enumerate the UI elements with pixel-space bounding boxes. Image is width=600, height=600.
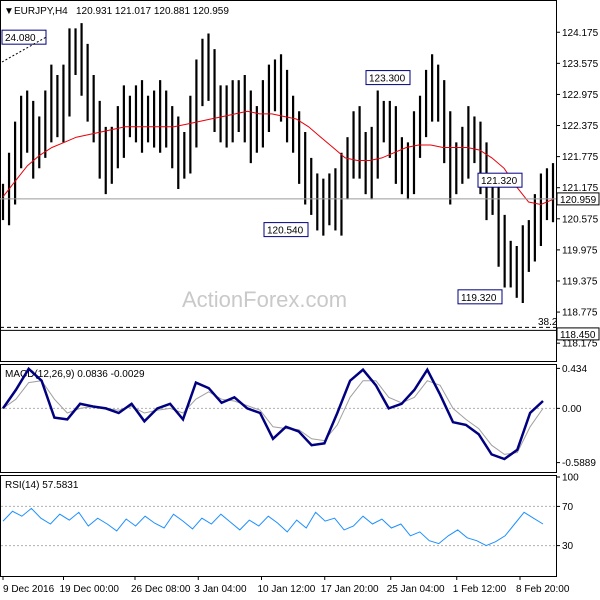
price-bars bbox=[1, 23, 555, 303]
price-tick-label: 120.575 bbox=[562, 214, 599, 225]
current-price-label: 120.959 bbox=[560, 195, 597, 206]
price-tick-label: 122.375 bbox=[562, 121, 599, 132]
macd-panel bbox=[0, 364, 557, 473]
current-price-box bbox=[556, 192, 600, 206]
time-axis: 9 Dec 2016 19 Dec 00:00 26 Dec 08:00 3 Jan … bbox=[2, 576, 570, 595]
rsi-panel bbox=[0, 475, 557, 577]
price-tick-label: 124.175 bbox=[562, 28, 599, 39]
symbol-label: EURJPY,H4 bbox=[14, 6, 68, 17]
price-tick-label: 122.975 bbox=[562, 90, 599, 101]
moving-average-line bbox=[2, 110, 554, 206]
annotation-label: 24.080 bbox=[5, 33, 36, 44]
macd-title: MACD(12,26,9) 0.0836 -0.0029 bbox=[5, 369, 145, 380]
rsi-line bbox=[2, 507, 544, 547]
rsi-tick-label: 30 bbox=[562, 541, 574, 552]
support-price-label: 118.450 bbox=[560, 330, 596, 341]
macd-tick-label: 0.00 bbox=[562, 404, 582, 415]
time-tick-label: 3 Jan 04:00 bbox=[194, 584, 247, 595]
macd-tick-label: -0.5889 bbox=[562, 458, 596, 469]
annotation-label: 121.320 bbox=[481, 176, 518, 187]
price-tick-label: 119.975 bbox=[562, 245, 598, 256]
price-axis: 124.175 123.575 122.975 122.375 121.775 121.1… bbox=[556, 28, 599, 350]
annotation-box bbox=[477, 172, 523, 188]
time-tick-label: 1 Feb 12:00 bbox=[453, 584, 507, 595]
annotation-label: 123.300 bbox=[369, 74, 406, 85]
macd-main-line bbox=[1, 366, 544, 461]
time-tick-label: 26 Dec 08:00 bbox=[131, 584, 191, 595]
price-tick-label: 118.775 bbox=[562, 308, 598, 319]
time-tick-label: 10 Jan 12:00 bbox=[258, 584, 316, 595]
macd-axis: 0.434 0.00 -0.5889 bbox=[1, 364, 596, 469]
price-tick-label: 119.375 bbox=[562, 276, 598, 287]
fib-level-label: 38.2 bbox=[538, 317, 558, 328]
rsi-axis: 100 70 30 bbox=[1, 473, 579, 552]
time-tick-label: 19 Dec 00:00 bbox=[60, 584, 120, 595]
annotation-label: 119.320 bbox=[461, 293, 497, 304]
price-tick-label: 123.575 bbox=[562, 59, 599, 70]
support-price-box bbox=[556, 327, 600, 341]
annotation-box bbox=[1, 29, 47, 45]
ohlc-readout: 120.931 121.017 120.881 120.959 bbox=[76, 6, 229, 17]
price-tick-label: 121.175 bbox=[562, 183, 599, 194]
time-tick-label: 17 Jan 20:00 bbox=[321, 584, 379, 595]
watermark: ActionForex.com bbox=[182, 287, 347, 312]
time-tick-label: 8 Feb 20:00 bbox=[516, 584, 570, 595]
price-tick-label: 121.775 bbox=[562, 152, 599, 163]
price-annotations: 24.080 123.300 120.540 121.320 119.320 bbox=[1, 29, 523, 305]
annotation-label: 120.540 bbox=[267, 226, 304, 237]
annotation-box bbox=[263, 222, 309, 238]
price-tick-label: 118.175 bbox=[562, 339, 598, 350]
annotation-leader bbox=[1, 36, 47, 63]
time-tick-label: 25 Jan 04:00 bbox=[387, 584, 445, 595]
rsi-tick-label: 70 bbox=[562, 502, 574, 513]
rsi-tick-label: 100 bbox=[562, 473, 579, 484]
time-tick-label: 9 Dec 2016 bbox=[3, 584, 55, 595]
annotation-box bbox=[457, 289, 503, 305]
macd-tick-label: 0.434 bbox=[562, 364, 587, 375]
annotation-box bbox=[365, 70, 411, 86]
dropdown-triangle-icon[interactable]: ▼ bbox=[4, 6, 14, 17]
rsi-title: RSI(14) 57.5831 bbox=[5, 480, 79, 491]
